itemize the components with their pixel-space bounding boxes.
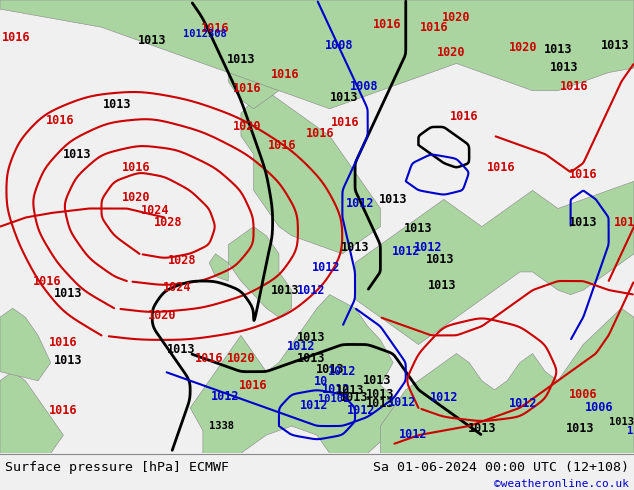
- Text: 1013: 1013: [340, 392, 368, 404]
- Text: 1020: 1020: [122, 191, 150, 204]
- Text: 1013: 1013: [468, 422, 496, 435]
- Text: Sa 01-06-2024 00:00 UTC (12+108): Sa 01-06-2024 00:00 UTC (12+108): [373, 461, 629, 474]
- Text: 1013: 1013: [609, 416, 634, 426]
- Text: 1016: 1016: [34, 274, 61, 288]
- Text: 1012: 1012: [328, 365, 356, 378]
- Text: 1016: 1016: [46, 114, 74, 126]
- Text: 1013: 1013: [297, 331, 325, 344]
- Text: 1016: 1016: [560, 79, 588, 93]
- Text: 1013: 1013: [366, 397, 394, 410]
- Text: 1013: 1013: [316, 363, 344, 376]
- Text: 1013: 1013: [366, 388, 394, 401]
- Text: 1012: 1012: [389, 396, 417, 409]
- Text: 1012: 1012: [430, 392, 458, 404]
- Text: 1020: 1020: [233, 121, 261, 133]
- Text: 1338: 1338: [209, 421, 235, 431]
- Text: 1016: 1016: [614, 216, 634, 229]
- Text: 1016: 1016: [569, 168, 597, 181]
- Text: 1013: 1013: [544, 43, 572, 56]
- Polygon shape: [0, 308, 51, 381]
- Text: 1028: 1028: [169, 254, 197, 267]
- Text: 1016: 1016: [49, 336, 77, 349]
- Text: 1013: 1013: [428, 279, 456, 292]
- Text: 1020: 1020: [509, 41, 537, 54]
- Text: 1013: 1013: [54, 354, 82, 367]
- Text: 1016: 1016: [271, 68, 299, 81]
- Text: 1012308: 1012308: [183, 29, 227, 39]
- Text: 1012: 1012: [313, 261, 340, 274]
- Text: 1006: 1006: [585, 401, 613, 415]
- Text: ©weatheronline.co.uk: ©weatheronline.co.uk: [494, 480, 629, 490]
- Text: 1013: 1013: [55, 287, 82, 300]
- Polygon shape: [241, 91, 380, 254]
- Text: 1008: 1008: [325, 39, 353, 52]
- Text: 1024: 1024: [141, 204, 169, 217]
- Text: 1016: 1016: [268, 139, 296, 151]
- Text: 1016: 1016: [2, 31, 30, 44]
- Text: 1012: 1012: [300, 399, 328, 412]
- Text: 1020: 1020: [437, 46, 465, 59]
- Text: 1013: 1013: [566, 422, 594, 435]
- Polygon shape: [228, 46, 279, 109]
- Text: 1013: 1013: [379, 193, 407, 206]
- Text: 1013: 1013: [227, 53, 255, 66]
- Text: 1013: 1013: [426, 253, 454, 266]
- Text: 1016: 1016: [49, 404, 77, 416]
- Polygon shape: [0, 371, 63, 453]
- Text: 1013: 1013: [103, 98, 131, 111]
- Text: 1016: 1016: [233, 82, 261, 95]
- Text: 1016: 1016: [240, 379, 268, 392]
- Text: 1013: 1013: [404, 222, 432, 235]
- Text: 1013: 1013: [297, 351, 325, 365]
- Text: 1013: 1013: [341, 241, 369, 253]
- Text: 1013: 1013: [550, 61, 578, 74]
- Text: Surface pressure [hPa] ECMWF: Surface pressure [hPa] ECMWF: [5, 461, 229, 474]
- Text: 1020: 1020: [148, 309, 176, 321]
- Text: 1016: 1016: [450, 110, 478, 123]
- Text: 1016: 1016: [332, 116, 359, 129]
- Text: 1012: 1012: [399, 428, 427, 441]
- Text: 1012: 1012: [392, 245, 420, 258]
- Polygon shape: [355, 181, 634, 344]
- Text: 1013: 1013: [363, 374, 391, 387]
- Text: 1028: 1028: [154, 216, 182, 229]
- Polygon shape: [380, 308, 634, 453]
- Text: 1013: 1013: [330, 91, 358, 104]
- Polygon shape: [228, 226, 292, 318]
- Text: 1008: 1008: [351, 79, 378, 93]
- Polygon shape: [209, 254, 228, 281]
- Text: 1016: 1016: [122, 161, 150, 174]
- Text: 1016: 1016: [487, 161, 515, 174]
- Text: 1012: 1012: [509, 397, 537, 410]
- Text: 1016: 1016: [373, 19, 401, 31]
- Text: 1006: 1006: [569, 388, 597, 401]
- Text: 1012: 1012: [297, 285, 325, 297]
- Text: 1013: 1013: [337, 384, 365, 397]
- Text: 1013: 1013: [138, 34, 166, 48]
- Text: 1020: 1020: [443, 11, 470, 24]
- Text: 1024: 1024: [164, 281, 191, 294]
- Text: 1012: 1012: [287, 340, 315, 353]
- Text: 12: 12: [627, 426, 634, 436]
- Text: 1012: 1012: [347, 404, 375, 416]
- Text: 10: 10: [314, 375, 328, 388]
- Polygon shape: [0, 0, 634, 109]
- Text: 1013: 1013: [167, 343, 195, 356]
- Text: 1020: 1020: [227, 351, 255, 365]
- Text: 1016: 1016: [202, 22, 230, 35]
- Text: 1013: 1013: [271, 284, 299, 296]
- Text: 1012: 1012: [346, 197, 374, 211]
- Text: 10101: 10101: [318, 394, 350, 404]
- Text: 1013: 1013: [569, 216, 597, 229]
- Text: 1013: 1013: [601, 39, 629, 52]
- Text: 1012: 1012: [211, 390, 239, 403]
- Text: 1016: 1016: [195, 351, 223, 365]
- Polygon shape: [190, 294, 406, 453]
- Text: 1012: 1012: [414, 241, 442, 253]
- Text: 1016: 1016: [420, 21, 448, 34]
- Text: 1012: 1012: [322, 383, 350, 396]
- Text: 1013: 1013: [63, 147, 91, 161]
- Text: 1016: 1016: [306, 127, 334, 140]
